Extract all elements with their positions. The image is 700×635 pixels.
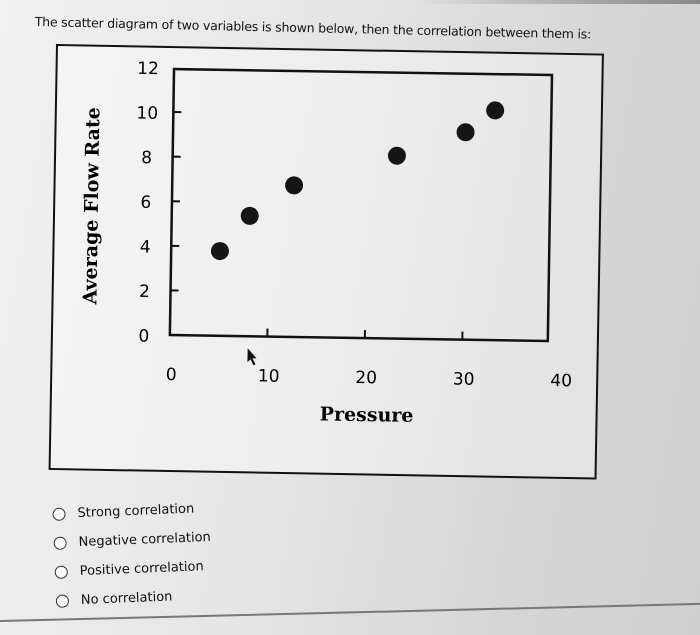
- y-tick-label: 4: [140, 237, 151, 257]
- scatter-chart: 0 2 4 6 8 10 12 0 10 20 30 40 Average Flow Rate Pr…: [79, 59, 572, 427]
- option-label: Positive correlation: [79, 559, 204, 579]
- data-point: [486, 101, 505, 120]
- radio-icon[interactable]: [55, 594, 70, 608]
- page-edge: [0, 0, 700, 4]
- y-axis: 0 2 4 6 8 10 12: [136, 59, 182, 347]
- option-label: No correlation: [80, 589, 173, 608]
- data-point: [456, 123, 475, 142]
- y-tick-label: 10: [136, 103, 158, 123]
- option-label: Strong correlation: [77, 501, 195, 522]
- x-axis: 0 10 20 30 40: [166, 328, 572, 391]
- y-tick-label: 0: [138, 327, 149, 347]
- x-axis-title: Pressure: [320, 403, 414, 426]
- y-axis-title: Average Flow Rate: [79, 107, 104, 305]
- data-point: [210, 242, 229, 261]
- x-tick-label: 20: [355, 368, 377, 388]
- data-point: [285, 176, 304, 195]
- y-tick-label: 2: [139, 282, 150, 302]
- y-tick-label: 8: [141, 148, 152, 168]
- x-tick-label: 40: [550, 371, 572, 391]
- radio-icon[interactable]: [54, 565, 69, 579]
- data-point: [387, 146, 406, 165]
- mouse-cursor-icon: [247, 348, 257, 366]
- option-no-correlation[interactable]: No correlation: [55, 581, 213, 616]
- x-tick-label: 10: [258, 366, 280, 386]
- option-label: Negative correlation: [78, 529, 212, 551]
- data-point: [240, 206, 259, 225]
- radio-icon[interactable]: [52, 507, 66, 521]
- radio-icon[interactable]: [53, 536, 67, 550]
- y-tick-label: 12: [137, 59, 159, 79]
- x-tick-label: 30: [453, 369, 475, 389]
- x-tick-label: 0: [166, 365, 177, 385]
- data-points: [210, 101, 505, 261]
- y-tick-label: 6: [140, 193, 151, 213]
- answer-options: Strong correlation Negative correlation …: [52, 494, 214, 616]
